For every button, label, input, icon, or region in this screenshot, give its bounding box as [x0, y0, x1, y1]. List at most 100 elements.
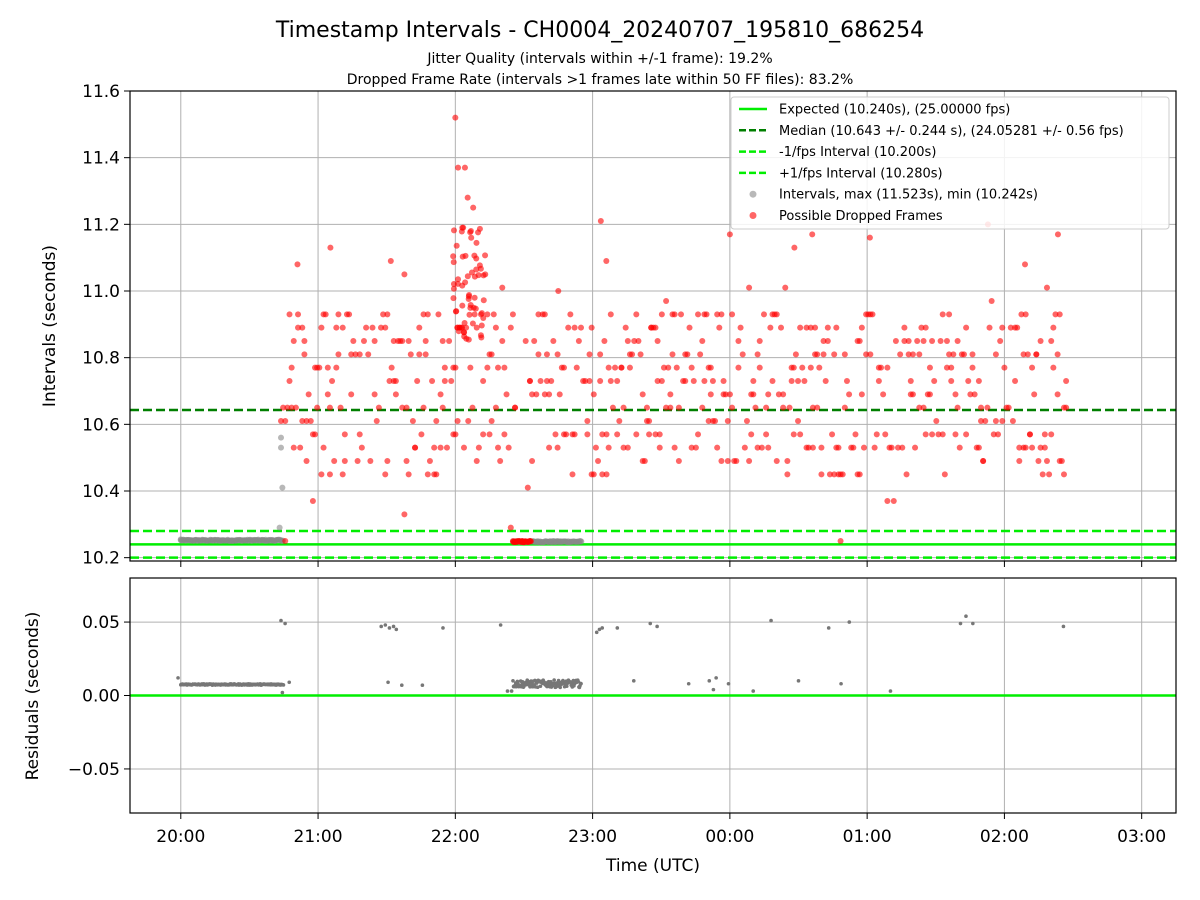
dropped-frame-point: [631, 338, 638, 344]
residual-point: [648, 621, 653, 626]
dropped-frame-point: [1052, 311, 1059, 318]
dropped-frame-point: [477, 265, 484, 272]
dropped-frame-point: [471, 311, 478, 318]
dropped-frame-point: [950, 351, 957, 358]
dropped-frame-point: [814, 351, 821, 358]
dropped-frame-point: [743, 418, 750, 424]
dropped-frame-point: [652, 324, 659, 331]
dropped-frame-point: [948, 378, 955, 384]
dropped-frame-point: [371, 391, 378, 398]
dropped-frame-point: [537, 378, 544, 384]
dropped-frame-point: [624, 444, 631, 451]
dropped-frame-point: [468, 269, 475, 276]
bottom-x-tick-label: 20:00: [156, 827, 205, 847]
top-reference-lines: [130, 408, 1176, 559]
dropped-frame-point: [971, 391, 978, 398]
dropped-frame-point: [660, 364, 667, 371]
dropped-frame-point: [933, 418, 940, 424]
legend-entry-label: Possible Dropped Frames: [779, 209, 943, 224]
dropped-frame-point: [1048, 431, 1055, 438]
residual-point: [280, 690, 285, 695]
dropped-frame-point: [871, 444, 878, 451]
dropped-frame-point: [459, 253, 466, 260]
dropped-frame-point: [584, 431, 591, 438]
residual-point: [769, 618, 773, 623]
dropped-frame-point: [916, 351, 923, 358]
dropped-frame-point: [1043, 284, 1050, 291]
dropped-frame-point: [837, 538, 844, 544]
dropped-frame-point: [384, 458, 391, 464]
dropped-frame-point: [846, 391, 853, 398]
residual-point: [888, 689, 893, 693]
dropped-frame-point: [382, 471, 389, 478]
dropped-frame-point: [459, 282, 466, 289]
dropped-frame-point: [692, 444, 699, 451]
top-y-tick-label: 10.6: [82, 415, 120, 435]
dropped-frame-point: [860, 444, 867, 451]
dropped-frame-point: [341, 458, 348, 464]
dropped-frame-point: [799, 364, 806, 371]
dropped-frame-point: [478, 310, 485, 317]
dropped-frame-point: [292, 404, 299, 411]
dropped-frame-point: [352, 351, 359, 358]
residual-point: [511, 678, 515, 683]
dropped-frame-point: [791, 244, 798, 251]
dropped-frame-point: [673, 364, 680, 371]
dropped-frame-point: [399, 338, 406, 344]
dropped-frame-point: [875, 378, 882, 384]
dropped-frame-point: [620, 404, 627, 411]
dropped-frame-point: [778, 324, 785, 331]
dropped-frame-point: [437, 444, 444, 451]
dropped-frame-point: [455, 276, 462, 283]
residual-point: [379, 624, 384, 629]
dropped-frame-point: [590, 391, 597, 398]
dropped-frame-point: [752, 404, 759, 411]
dropped-frame-point: [586, 351, 593, 358]
dropped-frame-point: [995, 431, 1002, 438]
dropped-frame-point: [914, 338, 921, 344]
dropped-frame-point: [1037, 444, 1044, 451]
dropped-frame-point: [470, 204, 477, 211]
residual-point: [394, 627, 399, 632]
dropped-frame-point: [814, 404, 821, 411]
dropped-frame-point: [420, 404, 427, 411]
dropped-frame-point: [1058, 458, 1065, 464]
residual-point: [964, 614, 968, 618]
residual-point: [726, 681, 731, 686]
dropped-frame-point: [288, 404, 295, 411]
dropped-frame-point: [303, 418, 310, 424]
dropped-frame-point: [333, 324, 340, 331]
dropped-frame-point: [299, 324, 306, 331]
dropped-frame-point: [748, 431, 755, 438]
dropped-frame-point: [1063, 378, 1070, 384]
dropped-frame-point: [812, 324, 819, 331]
dropped-frame-point: [603, 258, 610, 264]
dropped-frame-point: [769, 378, 776, 384]
residual-point: [283, 621, 287, 626]
dropped-frame-point: [503, 391, 510, 398]
dropped-frame-point: [843, 378, 850, 384]
dropped-frame-point: [1018, 311, 1025, 318]
dropped-frame-point: [465, 296, 472, 303]
dropped-frame-point: [533, 391, 540, 398]
dropped-frame-point: [335, 351, 342, 358]
interval-point: [277, 434, 284, 441]
dropped-frame-point: [920, 338, 927, 344]
dropped-frame-point: [471, 273, 478, 280]
dropped-frame-point: [975, 378, 982, 384]
dropped-frame-point: [452, 431, 459, 438]
dropped-frame-point: [401, 271, 408, 278]
dropped-frame-point: [499, 284, 506, 291]
dropped-frame-point: [282, 418, 289, 424]
dropped-frame-point: [307, 418, 314, 424]
dropped-frame-point: [529, 391, 536, 398]
bottom-y-ticks: −0.05 0.00 0.05: [68, 613, 130, 780]
dropped-frame-point: [954, 404, 961, 411]
dropped-frame-point: [935, 431, 942, 438]
residual-point: [420, 683, 425, 688]
dropped-frame-point: [384, 311, 391, 318]
dropped-frame-point: [656, 444, 663, 451]
dropped-frame-point: [724, 458, 731, 464]
dropped-frame-point: [597, 218, 604, 224]
dropped-frame-point: [495, 444, 502, 451]
